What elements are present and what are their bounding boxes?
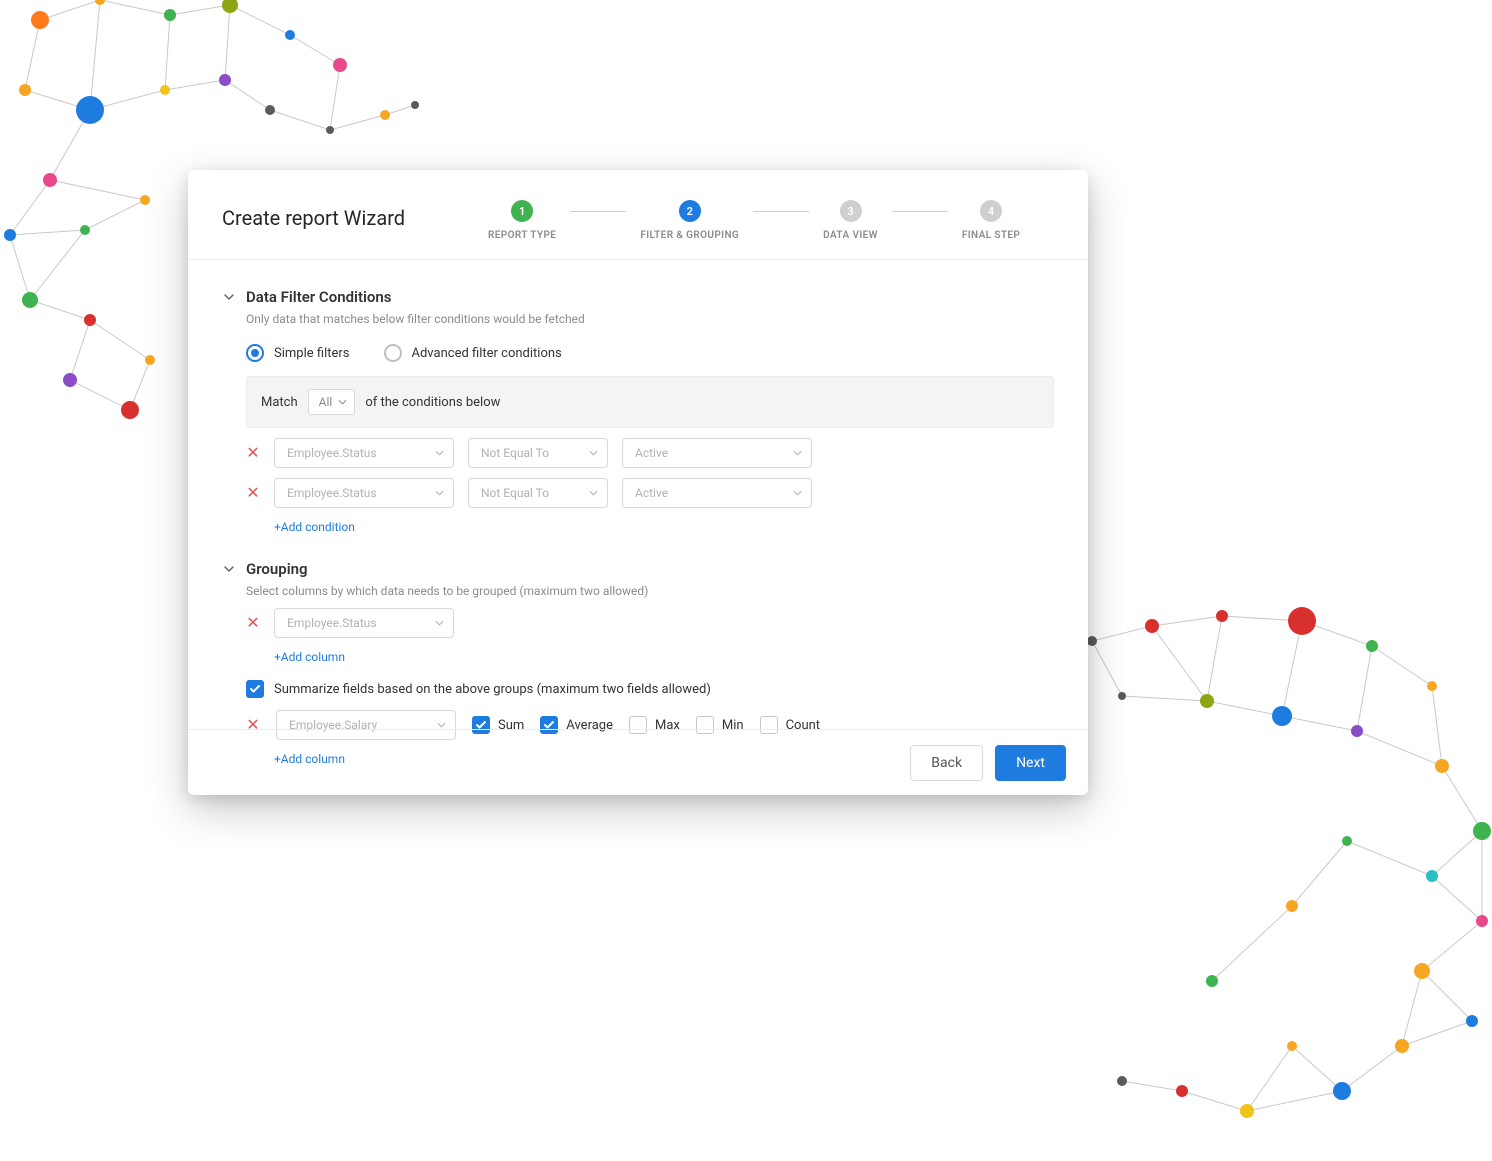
condition-field-value: Employee.Status [287,446,377,460]
remove-row-icon[interactable]: ✕ [246,445,260,461]
condition-operator-value: Not Equal To [481,446,549,460]
caret-down-icon [589,489,598,498]
match-post-text: of the conditions below [365,395,500,410]
remove-row-icon[interactable]: ✕ [246,485,260,501]
match-bar: Match All of the conditions below [246,376,1054,428]
caret-down-icon [435,449,444,458]
step-dot: 3 [840,200,862,222]
step-label: REPORT TYPE [488,230,556,241]
summarize-checkbox[interactable] [246,680,264,698]
filter-type-radio-group: Simple filters Advanced filter condition… [246,344,1054,362]
condition-row: ✕ Employee.Status Not Equal To Active [246,438,1054,468]
step-dot: 2 [679,200,701,222]
condition-operator-select[interactable]: Not Equal To [468,478,608,508]
page-title: Create report Wizard [222,200,472,230]
condition-value-select[interactable]: Active [622,438,812,468]
step-label: FILTER & GROUPING [640,230,739,241]
remove-row-icon[interactable]: ✕ [246,615,260,631]
condition-value-select[interactable]: Active [622,478,812,508]
step-line [892,211,948,212]
caret-down-icon [793,489,802,498]
summarize-label: Summarize fields based on the above grou… [274,682,711,697]
condition-row: ✕ Employee.Status Not Equal To Active [246,478,1054,508]
step-line [570,211,626,212]
caret-down-icon [589,449,598,458]
match-pre-text: Match [261,395,298,410]
summarize-row: Summarize fields based on the above grou… [246,680,1054,698]
grouping-section-title: Grouping [246,560,308,578]
condition-field-select[interactable]: Employee.Status [274,438,454,468]
caret-down-icon [435,489,444,498]
wizard-step-4[interactable]: 4 FINAL STEP [962,200,1020,241]
group-column-select[interactable]: Employee.Status [274,608,454,638]
condition-field-value: Employee.Status [287,486,377,500]
wizard-stepper: 1 REPORT TYPE 2 FILTER & GROUPING 3 DATA VIEW… [488,200,1020,241]
radio-simple-filters[interactable]: Simple filters [246,344,350,362]
condition-value-text: Active [635,486,668,500]
add-group-column-link[interactable]: +Add column [274,650,1054,664]
filter-section-title: Data Filter Conditions [246,288,391,306]
wizard-card: Create report Wizard 1 REPORT TYPE 2 FILTER… [188,170,1088,795]
wizard-header: Create report Wizard 1 REPORT TYPE 2 FILTER… [188,170,1088,260]
chevron-down-icon[interactable] [222,290,236,304]
step-label: FINAL STEP [962,230,1020,241]
filter-section: Data Filter Conditions Only data that ma… [222,288,1054,534]
wizard-footer: Back Next [188,729,1088,795]
condition-operator-select[interactable]: Not Equal To [468,438,608,468]
caret-down-icon [435,619,444,628]
step-line [753,211,809,212]
condition-value-text: Active [635,446,668,460]
caret-down-icon [338,398,347,407]
wizard-step-3[interactable]: 3 DATA VIEW [823,200,878,241]
next-button[interactable]: Next [995,745,1066,781]
condition-field-select[interactable]: Employee.Status [274,478,454,508]
chevron-down-icon[interactable] [222,562,236,576]
step-dot: 1 [511,200,533,222]
radio-simple-label: Simple filters [274,346,350,361]
group-row: ✕ Employee.Status [246,608,1054,638]
wizard-step-1[interactable]: 1 REPORT TYPE [488,200,556,241]
add-condition-link[interactable]: +Add condition [274,520,1054,534]
wizard-step-2[interactable]: 2 FILTER & GROUPING [640,200,739,241]
wizard-body: Data Filter Conditions Only data that ma… [188,260,1088,766]
caret-down-icon [793,449,802,458]
step-dot: 4 [980,200,1002,222]
grouping-section-subtitle: Select columns by which data needs to be… [246,584,1054,598]
radio-advanced-label: Advanced filter conditions [412,346,562,361]
radio-advanced-filters[interactable]: Advanced filter conditions [384,344,562,362]
step-label: DATA VIEW [823,230,878,241]
match-select[interactable]: All [308,389,356,415]
match-select-value: All [319,395,333,409]
group-column-value: Employee.Status [287,616,377,630]
back-button[interactable]: Back [910,745,983,781]
radio-indicator [384,344,402,362]
condition-operator-value: Not Equal To [481,486,549,500]
radio-indicator [246,344,264,362]
filter-section-subtitle: Only data that matches below filter cond… [246,312,1054,326]
